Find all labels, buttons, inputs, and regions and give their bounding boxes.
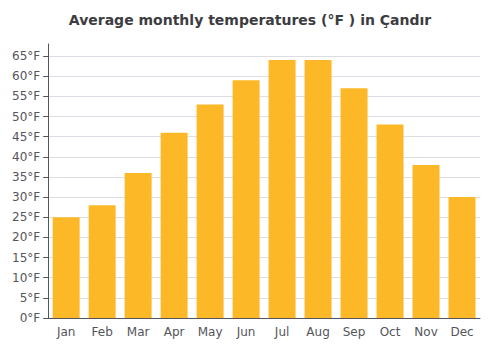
svg-text:Oct: Oct xyxy=(380,325,401,339)
svg-text:May: May xyxy=(198,325,223,339)
svg-text:10°F: 10°F xyxy=(12,271,40,285)
svg-text:Apr: Apr xyxy=(164,325,185,339)
svg-text:25°F: 25°F xyxy=(12,210,40,224)
svg-text:Average monthly temperatures (: Average monthly temperatures (°F ) in Ça… xyxy=(69,12,431,28)
svg-text:Aug: Aug xyxy=(306,325,329,339)
svg-text:60°F: 60°F xyxy=(12,69,40,83)
svg-text:65°F: 65°F xyxy=(12,49,40,63)
svg-text:45°F: 45°F xyxy=(12,130,40,144)
svg-text:5°F: 5°F xyxy=(20,291,41,305)
svg-text:Nov: Nov xyxy=(414,325,437,339)
svg-text:50°F: 50°F xyxy=(12,110,40,124)
svg-text:Jun: Jun xyxy=(236,325,256,339)
svg-text:Jul: Jul xyxy=(274,325,289,339)
svg-text:55°F: 55°F xyxy=(12,89,40,103)
svg-text:Jan: Jan xyxy=(56,325,76,339)
svg-text:40°F: 40°F xyxy=(12,150,40,164)
svg-text:15°F: 15°F xyxy=(12,251,40,265)
svg-text:Mar: Mar xyxy=(127,325,150,339)
svg-text:20°F: 20°F xyxy=(12,230,40,244)
svg-text:30°F: 30°F xyxy=(12,190,40,204)
svg-text:Feb: Feb xyxy=(92,325,113,339)
svg-text:35°F: 35°F xyxy=(12,170,40,184)
svg-text:0°F: 0°F xyxy=(20,311,41,325)
svg-text:Sep: Sep xyxy=(343,325,366,339)
svg-text:Dec: Dec xyxy=(450,325,473,339)
